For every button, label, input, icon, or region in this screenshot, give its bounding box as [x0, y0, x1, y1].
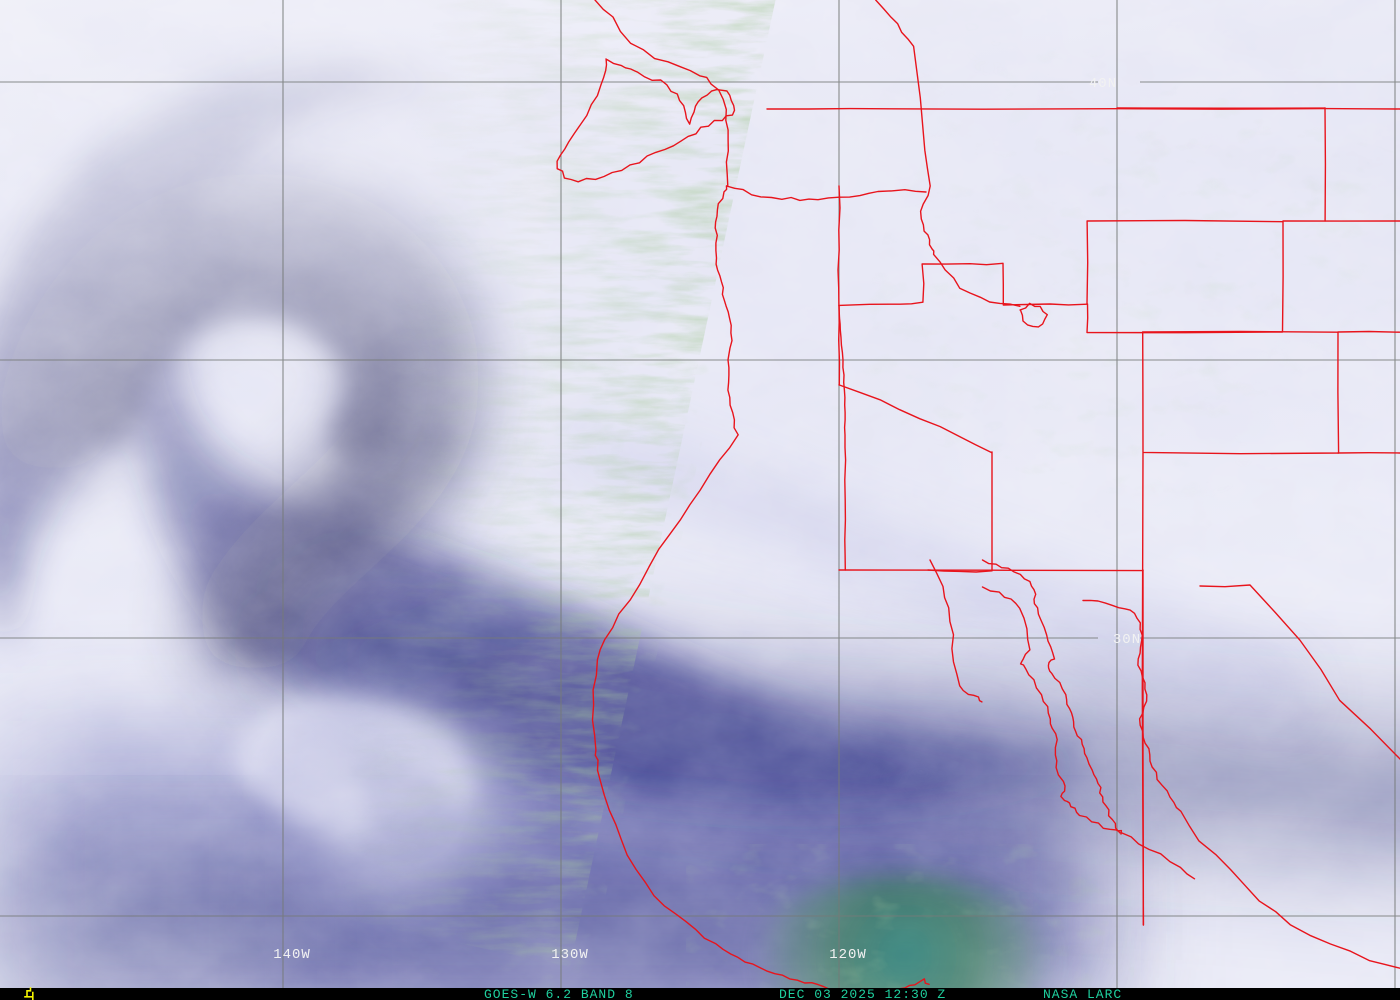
svg-text:30N: 30N	[1113, 632, 1141, 648]
svg-text:DEC 03 2025 12:30 Z: DEC 03 2025 12:30 Z	[779, 987, 946, 1000]
svg-text:130W: 130W	[551, 947, 589, 963]
svg-text:NASA LARC: NASA LARC	[1043, 987, 1122, 1000]
svg-text:120W: 120W	[829, 947, 867, 963]
svg-text:GOES-W 6.2 BAND 8: GOES-W 6.2 BAND 8	[484, 987, 634, 1000]
svg-text:140W: 140W	[273, 947, 311, 963]
svg-text:40N: 40N	[1089, 76, 1117, 92]
